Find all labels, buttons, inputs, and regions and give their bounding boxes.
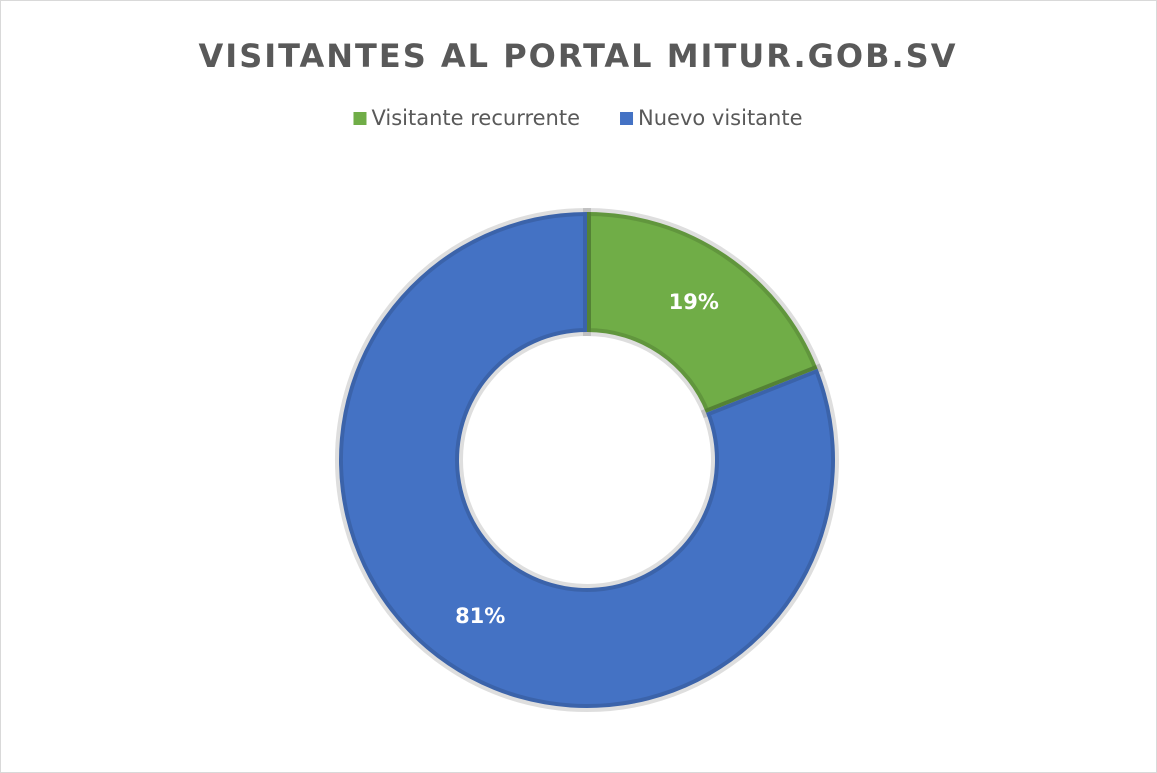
legend-label: Visitante recurrente — [371, 106, 580, 130]
chart-title: VISITANTES AL PORTAL MITUR.GOB.SV — [199, 37, 958, 75]
slice — [335, 207, 839, 712]
legend-label: Nuevo visitante — [638, 106, 803, 130]
data-label: 81% — [455, 604, 505, 628]
legend-swatch — [620, 112, 634, 125]
data-label: 19% — [669, 290, 719, 314]
legend-swatch — [353, 112, 367, 125]
slice — [583, 207, 823, 419]
